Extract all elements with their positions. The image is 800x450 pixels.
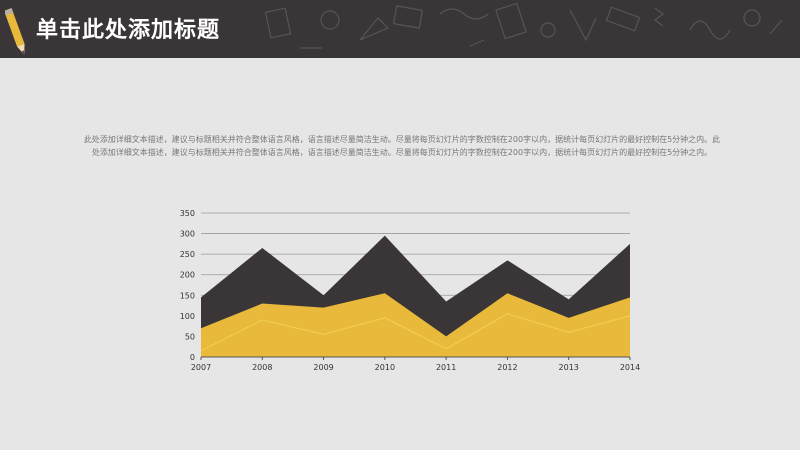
y-tick-label: 0 (190, 353, 195, 362)
y-tick-label: 350 (180, 209, 195, 218)
x-tick-label: 2013 (559, 363, 579, 372)
x-tick-label: 2007 (191, 363, 211, 372)
y-tick-label: 150 (180, 291, 195, 300)
pencil-icon (5, 8, 25, 55)
line-series (200, 313, 631, 352)
y-tick-label: 300 (180, 230, 195, 239)
x-tick-label: 2008 (252, 363, 272, 372)
x-tick-label: 2010 (375, 363, 395, 372)
x-tick-label: 2011 (436, 363, 456, 372)
header-bar: 单击此处添加标题 (0, 0, 800, 58)
x-tick-label: 2012 (497, 363, 517, 372)
y-tick-label: 100 (180, 312, 195, 321)
area-series-yellow (201, 293, 630, 357)
x-tick-label: 2009 (313, 363, 333, 372)
slide-title[interactable]: 单击此处添加标题 (36, 18, 221, 43)
y-tick-label: 200 (180, 271, 195, 280)
y-tick-label: 50 (185, 332, 195, 341)
description-text[interactable]: 此处添加详细文本描述，建议与标题相关并符合整体语言风格，语言描述尽量简洁生动。尽… (83, 135, 721, 157)
y-tick-label: 250 (180, 250, 195, 259)
chalk-doodles-decoration (264, 2, 783, 49)
x-tick-label: 2014 (620, 363, 640, 372)
